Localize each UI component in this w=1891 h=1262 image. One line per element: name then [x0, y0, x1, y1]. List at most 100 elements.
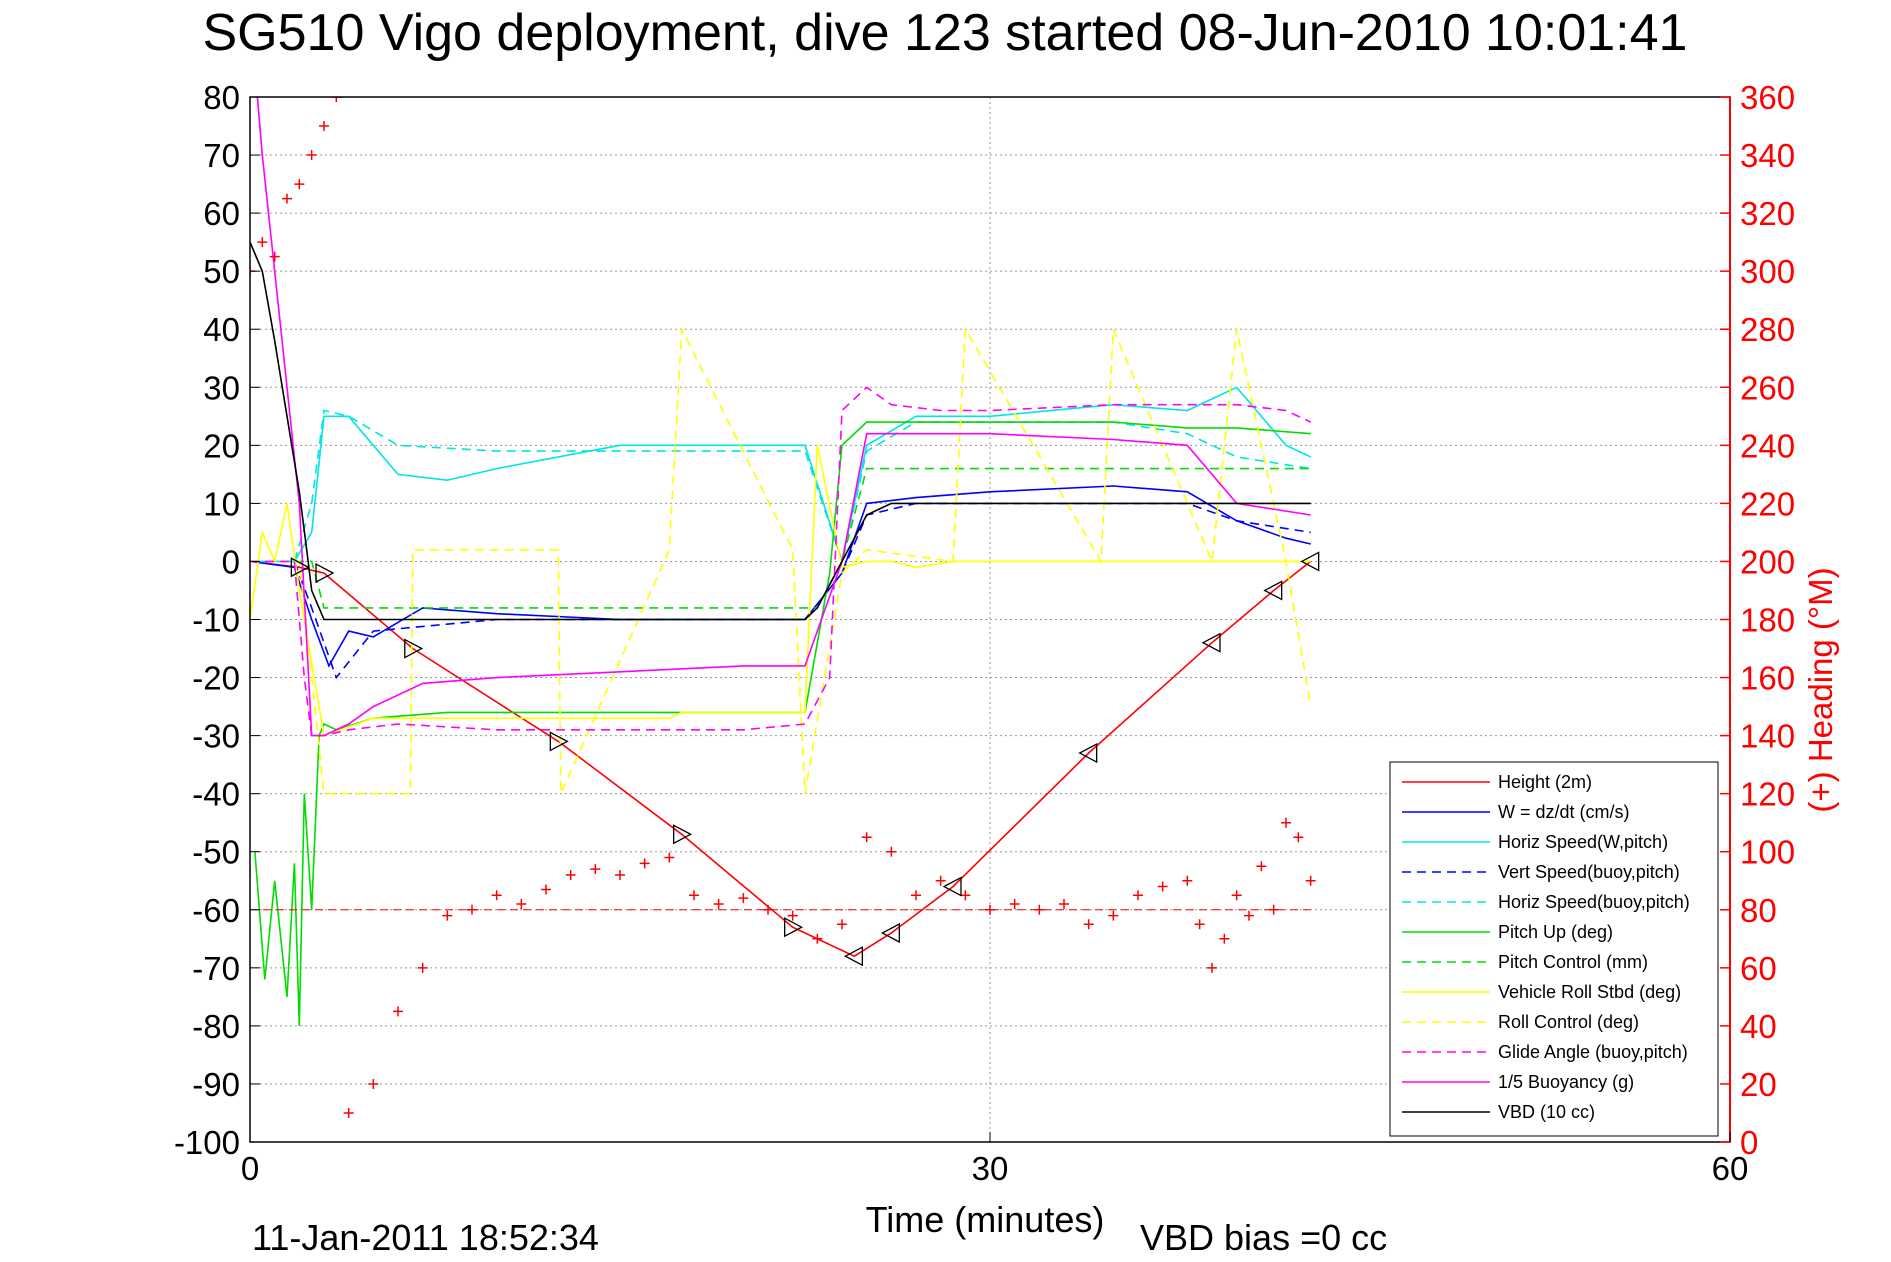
height-marker-triangle: [1263, 580, 1283, 601]
heading-point: [1083, 919, 1094, 930]
series-w-dz-dt-cm-s: [250, 485, 1311, 668]
y-tick-label: 40: [203, 311, 240, 348]
heading-point: [1009, 898, 1020, 909]
y-tick-label: -40: [192, 776, 240, 813]
right-tick-label: 20: [1740, 1066, 1777, 1103]
heading-point: [664, 852, 675, 863]
y-tick-label: -90: [192, 1066, 240, 1103]
y-tick-label: 80: [203, 79, 240, 116]
series-pitch-up-deg: [254, 421, 1311, 1026]
y-tick-label: -20: [192, 660, 240, 697]
heading-point: [1244, 910, 1254, 921]
y-tick-label: -60: [192, 892, 240, 929]
left-axis-ticks: 80 70 60 50 40 30 20 10 0 -10 -20 -30 -40 -50 -60 -70 -8…: [174, 79, 260, 1161]
legend-label: Glide Angle (buoy,pitch): [1498, 1042, 1688, 1062]
vbd-bias-footer: VBD bias =0 cc: [1140, 1217, 1387, 1258]
heading-point: [393, 1006, 403, 1017]
timestamp-footer: 11-Jan-2011 18:52:34: [252, 1217, 599, 1258]
right-tick-label: 140: [1740, 718, 1795, 755]
heading-point: [787, 910, 798, 921]
heading-point: [590, 864, 601, 875]
series-vbd-10-cc: [250, 241, 1311, 621]
heading-point: [1305, 875, 1316, 886]
height-marker-triangle: [673, 824, 693, 845]
y-tick-label: 30: [203, 369, 240, 406]
heading-point: [1219, 933, 1230, 944]
x-axis-ticks: 0 30 60: [241, 1132, 1748, 1187]
legend-label: Vert Speed(buoy,pitch): [1498, 862, 1680, 882]
legend: Height (2m) W = dz/dt (cm/s) Horiz Speed(W…: [1389, 761, 1719, 1137]
right-tick-label: 220: [1740, 485, 1795, 522]
y-tick-label: 50: [203, 253, 240, 290]
series-heading: [250, 97, 1316, 1118]
heading-point: [1293, 832, 1304, 843]
right-tick-label: 320: [1740, 195, 1795, 232]
series-roll-control-deg: [250, 326, 1312, 795]
heading-point: [738, 893, 749, 904]
right-tick-label: 180: [1740, 602, 1795, 639]
legend-label: VBD (10 cc): [1498, 1102, 1595, 1122]
right-tick-label: 340: [1740, 137, 1795, 174]
height-marker-triangle: [1078, 742, 1098, 764]
y-tick-label: -10: [192, 602, 240, 639]
y-tick-label: -100: [174, 1124, 240, 1161]
series-1-5-buoyancy-g: [256, 97, 1311, 737]
heading-point: [1157, 881, 1168, 892]
height-marker-triangle: [1300, 551, 1320, 572]
right-axis-label: (+) Heading (°M): [1802, 567, 1839, 812]
right-tick-label: 240: [1740, 427, 1795, 464]
heading-point: [1194, 919, 1205, 930]
heading-point: [960, 890, 971, 901]
heading-point: [1231, 890, 1242, 901]
heading-point: [985, 904, 995, 915]
legend-label: 1/5 Buoyancy (g): [1498, 1072, 1634, 1092]
right-tick-label: 260: [1740, 369, 1795, 406]
heading-point: [1207, 962, 1217, 973]
heading-point: [368, 1078, 379, 1089]
heading-point: [812, 933, 823, 944]
y-tick-label: -50: [192, 834, 240, 871]
height-marker-triangle: [784, 917, 804, 938]
heading-point: [282, 193, 292, 204]
heading-point: [565, 869, 576, 880]
heading-point: [257, 237, 268, 248]
heading-point: [343, 1107, 354, 1118]
right-axis-ticks: 3603403203002802602402202001801601401201…: [1720, 79, 1795, 1161]
right-tick-label: 120: [1740, 776, 1795, 813]
height-marker-triangle: [549, 731, 569, 752]
heading-point: [639, 858, 650, 869]
height-marker-triangle: [880, 922, 900, 944]
right-tick-label: 280: [1740, 311, 1795, 348]
y-tick-label: -80: [192, 1008, 240, 1045]
markers-layer: [250, 97, 1320, 1118]
heading-point: [861, 832, 872, 843]
right-tick-label: 100: [1740, 834, 1795, 871]
legend-label: Roll Control (deg): [1498, 1012, 1639, 1032]
y-tick-label: 70: [203, 137, 240, 174]
heading-point: [1182, 875, 1193, 886]
y-tick-label: 0: [222, 543, 240, 580]
right-tick-label: 300: [1740, 253, 1795, 290]
heading-point: [1059, 898, 1069, 909]
legend-label: Pitch Control (mm): [1498, 952, 1648, 972]
heading-point: [319, 121, 329, 132]
heading-point: [615, 869, 625, 880]
heading-point: [689, 890, 699, 901]
x-tick-label: 30: [972, 1150, 1009, 1187]
y-tick-label: 10: [203, 485, 240, 522]
heading-point: [1133, 890, 1143, 901]
right-tick-label: 0: [1740, 1124, 1758, 1161]
heading-point: [935, 875, 946, 886]
heading-point: [294, 179, 305, 190]
height-marker-triangle: [843, 946, 863, 967]
heading-point: [541, 884, 551, 895]
height-marker-triangle: [290, 557, 310, 578]
heading-point: [1108, 910, 1119, 921]
right-tick-label: 160: [1740, 660, 1795, 697]
y-tick-label: 60: [203, 195, 240, 232]
series-horiz-speed-w-pitch: [250, 386, 1312, 565]
legend-label: Height (2m): [1498, 772, 1592, 792]
height-marker-triangle: [315, 562, 335, 584]
heading-point: [1268, 904, 1279, 915]
